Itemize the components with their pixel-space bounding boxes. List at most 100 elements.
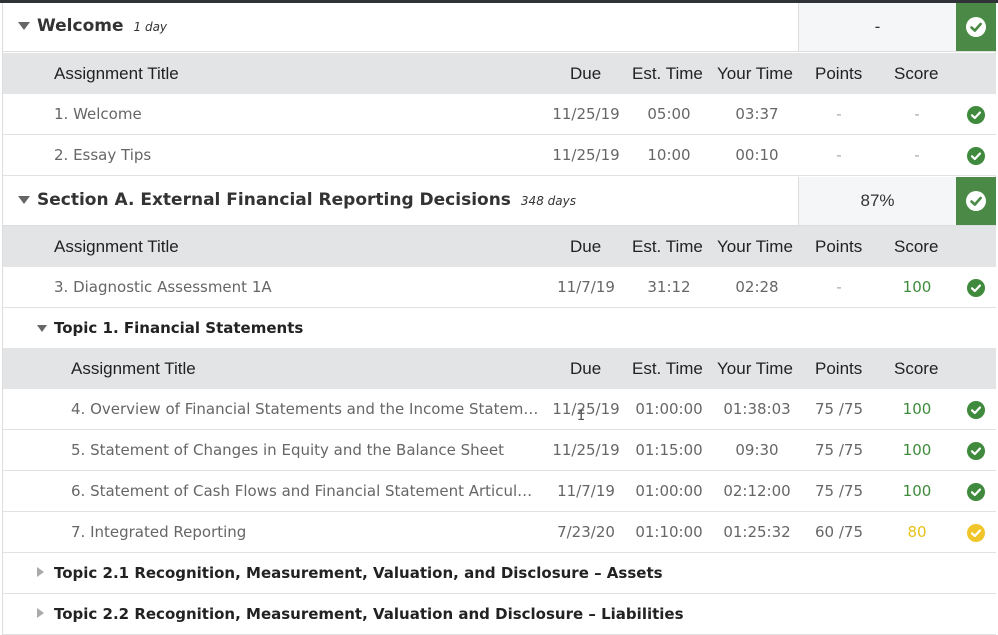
score: 100	[902, 400, 932, 418]
col-score: Score	[894, 237, 939, 256]
section-welcome[interactable]: Welcome 1 day -	[3, 3, 996, 52]
topic-title[interactable]: Topic 2.1 Recognition, Measurement, Valu…	[54, 564, 663, 582]
col-due: Due	[570, 64, 602, 83]
col-est-time: Est. Time	[632, 237, 703, 256]
check-circle-icon	[966, 191, 986, 211]
table-row[interactable]: 2. Essay Tips 11/25/19 10:00 00:10 - -	[3, 135, 996, 176]
col-score: Score	[894, 64, 939, 83]
assignment-title[interactable]: 4. Overview of Financial Statements and …	[71, 400, 539, 418]
points: -	[836, 146, 842, 164]
your-time: 02:28	[735, 278, 779, 296]
check-circle-icon	[967, 401, 985, 419]
table-row[interactable]: 6. Statement of Cash Flows and Financial…	[3, 471, 996, 512]
score: 100	[902, 482, 932, 500]
points: 75 /75	[815, 441, 863, 459]
section-title-text: Welcome	[37, 16, 124, 36]
your-time: 03:37	[735, 105, 779, 123]
est-time: 05:00	[647, 105, 691, 123]
col-est-time: Est. Time	[632, 359, 703, 378]
topic-title[interactable]: Topic 2.2 Recognition, Measurement, Valu…	[54, 605, 684, 623]
section-grade: 87%	[798, 177, 956, 225]
due-date: 11/25/19	[552, 105, 620, 123]
points: -	[836, 105, 842, 123]
est-time: 01:10:00	[635, 523, 703, 541]
your-time: 09:30	[735, 441, 779, 459]
est-time: 10:00	[647, 146, 691, 164]
assignment-title[interactable]: 2. Essay Tips	[54, 146, 152, 164]
section-title: Section A. External Financial Reporting …	[37, 190, 576, 210]
topic-2-1-header[interactable]: Topic 2.1 Recognition, Measurement, Valu…	[3, 553, 996, 594]
assignment-title[interactable]: 5. Statement of Changes in Equity and th…	[71, 441, 504, 459]
table-header: Assignment Title Due Est. Time Your Time…	[3, 53, 996, 94]
topic-2-2-header[interactable]: Topic 2.2 Recognition, Measurement, Valu…	[3, 594, 996, 635]
table-header: Assignment Title Due Est. Time Your Time…	[3, 226, 996, 267]
check-circle-icon	[967, 279, 985, 297]
check-circle-icon	[967, 147, 985, 165]
col-due: Due	[570, 237, 602, 256]
est-time: 01:00:00	[635, 400, 703, 418]
table-row[interactable]: 3. Diagnostic Assessment 1A 11/7/19 31:1…	[3, 267, 996, 308]
collapse-triangle-icon[interactable]	[18, 22, 30, 30]
col-assignment-title: Assignment Title	[54, 64, 179, 83]
your-time: 02:12:00	[723, 482, 791, 500]
col-score: Score	[894, 359, 939, 378]
col-assignment-title: Assignment Title	[54, 237, 179, 256]
col-points: Points	[815, 359, 863, 378]
assignment-title[interactable]: 3. Diagnostic Assessment 1A	[54, 278, 272, 296]
col-your-time: Your Time	[717, 64, 793, 83]
table-row[interactable]: 5. Statement of Changes in Equity and th…	[3, 430, 996, 471]
col-points: Points	[815, 64, 863, 83]
est-time: 01:15:00	[635, 441, 703, 459]
col-est-time: Est. Time	[632, 64, 703, 83]
section-grade: -	[798, 3, 956, 51]
check-circle-partial-icon	[967, 524, 985, 542]
table-row[interactable]: 4. Overview of Financial Statements and …	[3, 389, 996, 430]
score: 80	[907, 523, 927, 541]
topic-1-header[interactable]: Topic 1. Financial Statements	[3, 308, 996, 349]
col-your-time: Your Time	[717, 359, 793, 378]
col-due: Due	[570, 359, 602, 378]
section-a[interactable]: Section A. External Financial Reporting …	[3, 177, 996, 226]
section-title-text: Section A. External Financial Reporting …	[37, 190, 511, 210]
expand-triangle-icon[interactable]	[37, 608, 44, 618]
section-status	[956, 177, 996, 225]
check-circle-icon	[967, 106, 985, 124]
collapse-triangle-icon[interactable]	[18, 196, 30, 204]
assignment-title[interactable]: 1. Welcome	[54, 105, 142, 123]
due-date: 7/23/20	[557, 523, 615, 541]
section-duration: 348 days	[520, 194, 576, 208]
check-circle-icon	[966, 17, 986, 37]
score: -	[914, 105, 920, 123]
est-time: 31:12	[647, 278, 691, 296]
col-points: Points	[815, 237, 863, 256]
table-row[interactable]: 1. Welcome 11/25/19 05:00 03:37 - -	[3, 94, 996, 135]
table-header: Assignment Title Due Est. Time Your Time…	[3, 348, 996, 389]
check-circle-icon	[967, 442, 985, 460]
points: 60 /75	[815, 523, 863, 541]
section-title: Welcome 1 day	[37, 16, 167, 36]
due-date: 11/25/19	[552, 441, 620, 459]
assignment-title[interactable]: 7. Integrated Reporting	[71, 523, 247, 541]
table-row[interactable]: 7. Integrated Reporting 7/23/20 01:10:00…	[3, 512, 996, 553]
section-status	[956, 3, 996, 51]
est-time: 01:00:00	[635, 482, 703, 500]
points: 75 /75	[815, 482, 863, 500]
score: 100	[902, 441, 932, 459]
score: -	[914, 146, 920, 164]
your-time: 00:10	[735, 146, 779, 164]
col-your-time: Your Time	[717, 237, 793, 256]
expand-triangle-icon[interactable]	[37, 567, 44, 577]
your-time: 01:25:32	[723, 523, 791, 541]
assignment-title[interactable]: 6. Statement of Cash Flows and Financial…	[71, 482, 541, 500]
text-cursor-icon: I	[577, 408, 586, 424]
check-circle-icon	[967, 483, 985, 501]
due-date: 11/25/19	[552, 400, 620, 418]
col-assignment-title: Assignment Title	[71, 359, 196, 378]
topic-title[interactable]: Topic 1. Financial Statements	[54, 319, 304, 337]
points: -	[836, 278, 842, 296]
due-date: 11/25/19	[552, 146, 620, 164]
section-duration: 1 day	[133, 20, 168, 34]
your-time: 01:38:03	[723, 400, 791, 418]
collapse-triangle-icon[interactable]	[37, 325, 47, 332]
points: 75 /75	[815, 400, 863, 418]
